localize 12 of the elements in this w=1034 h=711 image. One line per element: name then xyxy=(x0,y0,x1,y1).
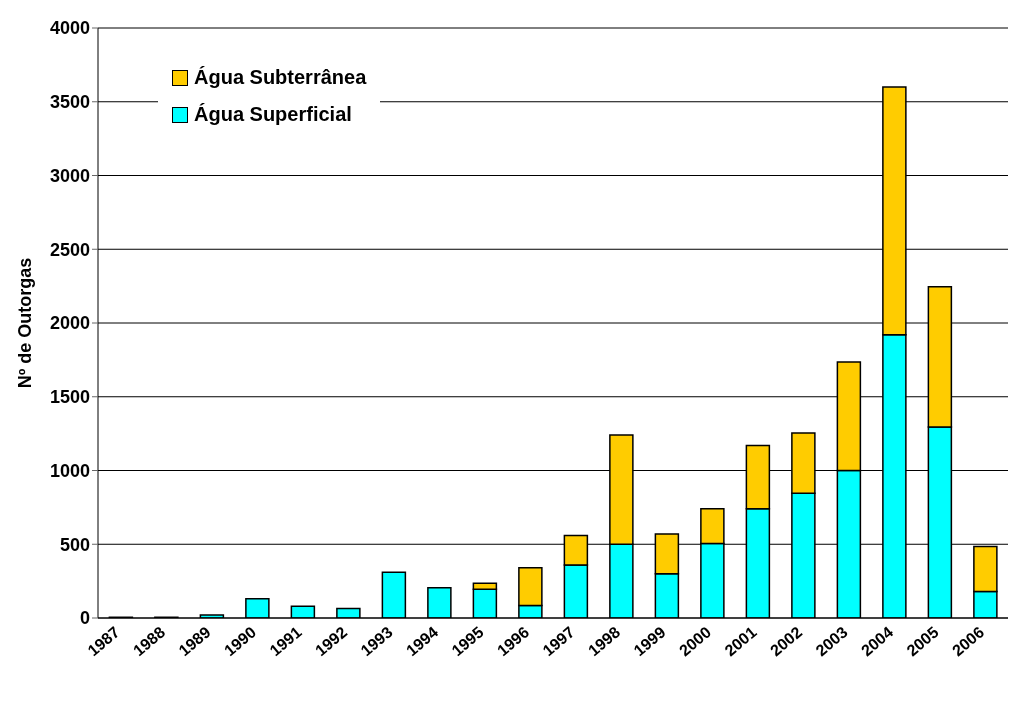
y-tick-label: 0 xyxy=(79,608,90,629)
y-tick-label: 3500 xyxy=(49,92,90,113)
y-tick-label: 3000 xyxy=(49,165,90,186)
y-tick-label: 2000 xyxy=(49,313,90,334)
y-tick-label: 1000 xyxy=(49,460,90,481)
legend-label: Água Subterrânea xyxy=(194,66,367,89)
legend-label: Água Superficial xyxy=(194,103,352,126)
y-tick-label: 500 xyxy=(59,534,90,555)
y-tick-label: 2500 xyxy=(49,239,90,260)
y-axis-title: Nº de Outorgas xyxy=(15,257,36,389)
y-tick-label: 4000 xyxy=(49,18,90,39)
y-tick-label: 1500 xyxy=(49,387,90,408)
